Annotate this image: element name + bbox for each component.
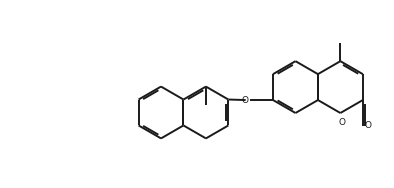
Text: O: O: [365, 121, 372, 130]
Text: O: O: [338, 118, 345, 127]
Text: O: O: [242, 96, 249, 105]
